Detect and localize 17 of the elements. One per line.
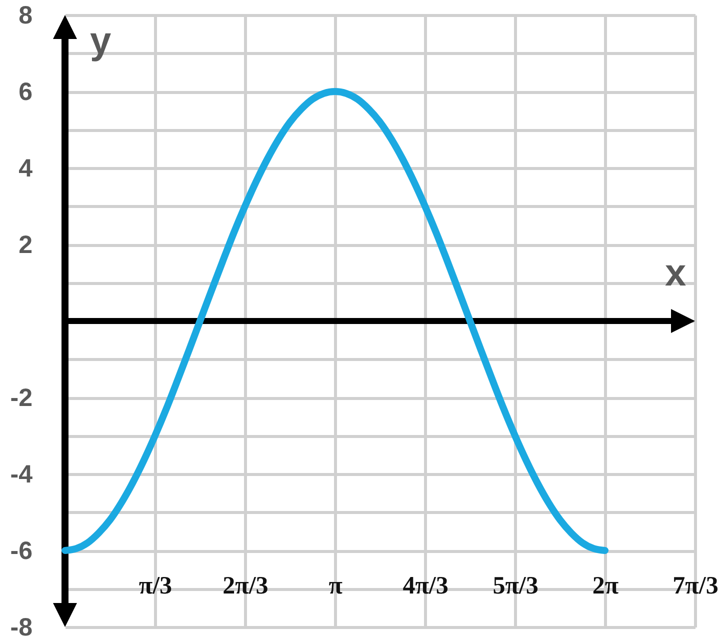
y-tick-label: -8	[10, 614, 33, 640]
x-tick-label: 5π/3	[492, 572, 538, 600]
y-tick-label: -6	[10, 537, 32, 565]
x-tick-label: 7π/3	[672, 572, 718, 600]
y-tick-label: -4	[10, 460, 33, 488]
y-axis-title: y	[90, 20, 112, 62]
y-tick-label: 4	[18, 154, 33, 182]
y-tick-label: -2	[10, 384, 32, 412]
x-tick-label: 2π	[592, 572, 619, 600]
x-tick-label: π	[328, 572, 343, 600]
x-tick-label: π/3	[138, 572, 172, 600]
x-tick-label: 2π/3	[222, 572, 268, 600]
y-tick-label: 6	[18, 78, 32, 106]
y-tick-label: 8	[18, 2, 33, 30]
x-tick-label: 4π/3	[402, 572, 448, 600]
y-tick-label: 2	[18, 231, 32, 259]
x-axis-title: x	[664, 252, 686, 294]
